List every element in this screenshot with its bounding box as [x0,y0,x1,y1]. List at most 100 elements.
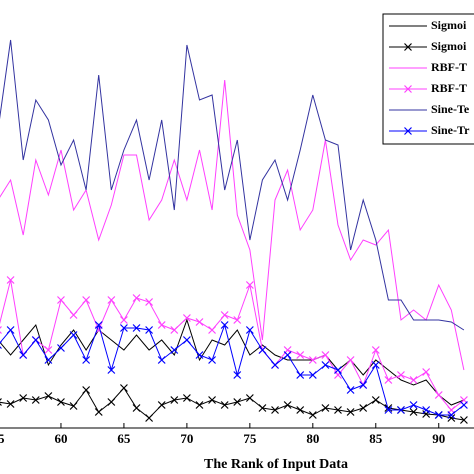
series-line [0,39,465,331]
marker [220,401,229,409]
marker [69,402,78,410]
marker [220,311,229,319]
marker [296,371,305,379]
marker [334,366,342,374]
marker [182,336,191,344]
marker [107,296,116,304]
marker [120,316,128,324]
x-tick-label: 55 [0,431,5,446]
marker [321,351,330,359]
marker [170,326,179,334]
marker [397,406,405,414]
marker [233,398,242,406]
series-line [0,323,465,416]
marker [182,394,191,402]
legend-label: Sigmoi [431,18,467,32]
marker [94,321,103,329]
marker [409,408,418,416]
marker [0,398,2,406]
marker [94,408,103,416]
marker [182,314,191,322]
marker [145,414,154,422]
marker [409,401,418,409]
x-axis-title: The Rank of Input Data [204,457,348,472]
legend-label: RBF-T [431,60,467,74]
marker [371,396,380,404]
marker [359,381,368,389]
marker [384,376,393,384]
marker [82,296,91,304]
marker [447,414,456,422]
legend-marker [404,85,412,93]
marker [57,296,65,304]
marker [384,406,393,414]
x-tick-label: 65 [117,431,131,446]
marker [82,356,91,364]
marker [31,396,40,404]
marker [220,321,229,329]
marker [6,276,15,284]
marker [422,368,431,376]
marker [422,406,431,414]
marker [346,356,355,364]
marker [6,326,15,334]
marker [447,411,456,419]
marker [321,361,330,369]
marker [334,406,342,414]
marker [245,326,254,334]
marker [308,371,317,379]
marker [233,316,242,324]
legend-marker [404,43,412,51]
legend-label: RBF-T [431,81,467,95]
marker [233,371,242,379]
legend-label: Sine-Te [431,102,470,116]
marker [283,351,292,359]
marker [296,351,305,359]
x-tick-label: 70 [180,431,193,446]
marker [44,346,53,354]
marker [157,321,166,329]
marker [258,404,267,412]
marker [245,281,254,289]
marker [19,351,28,359]
marker [195,401,204,409]
legend-label: Sine-Tr [431,123,470,137]
legend-marker [404,127,412,135]
marker [208,396,216,404]
marker [434,391,443,399]
marker [409,376,418,384]
marker [157,356,166,364]
marker [120,384,128,392]
marker [0,326,2,334]
marker [0,341,2,349]
marker [107,398,116,406]
series-line [0,318,465,406]
legend-box [382,13,474,145]
marker [195,351,204,359]
marker [359,404,368,412]
marker [371,346,380,354]
marker [308,411,317,419]
marker [120,324,128,332]
marker [157,401,166,409]
marker [195,318,204,326]
marker [460,401,468,409]
marker [44,356,53,364]
marker [132,324,141,332]
marker [321,404,330,412]
x-tick-label: 60 [54,431,67,446]
x-tick-label: 80 [306,431,319,446]
marker [145,298,154,306]
marker [69,331,78,339]
marker [132,404,141,412]
marker [57,344,65,352]
marker [296,406,305,414]
marker [308,356,317,364]
series-line [0,79,465,371]
marker [208,356,216,364]
series-line [0,387,464,421]
marker [44,392,53,400]
x-tick-label: 85 [369,431,383,446]
marker [208,326,216,334]
